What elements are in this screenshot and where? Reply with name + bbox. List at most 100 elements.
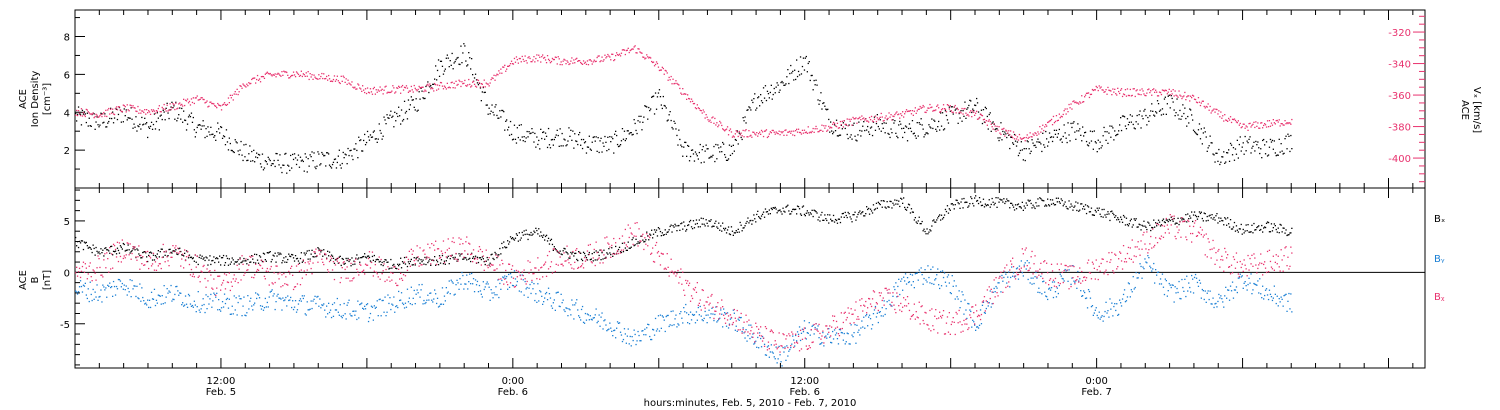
ion-density-point [249, 145, 251, 147]
ion-density-point [1248, 138, 1250, 140]
bx-point [1018, 206, 1021, 208]
ion-density-point [825, 108, 827, 110]
by-point [1111, 302, 1113, 304]
bx-point [423, 263, 425, 265]
bx-point [799, 213, 802, 215]
bx-point [737, 228, 739, 230]
by-point [820, 343, 822, 345]
by-point [146, 304, 148, 306]
density-tick-label: 8 [64, 33, 70, 44]
bx-point [165, 251, 167, 253]
bx-point [1085, 212, 1088, 215]
velocity-x-point [767, 135, 770, 138]
velocity-x-point [1221, 117, 1223, 119]
bx-point [1154, 226, 1156, 228]
velocity-x-point [830, 126, 832, 128]
bx-point [976, 199, 979, 202]
ion-density-point [384, 119, 386, 121]
velocity-x-point [638, 48, 640, 50]
ion-density-point [654, 92, 657, 94]
velocity-x-point [617, 54, 620, 56]
by-point [329, 309, 332, 311]
ion-density-point [164, 119, 166, 121]
velocity-x-point [598, 55, 600, 57]
bx-point [1204, 213, 1206, 215]
by-point [1050, 287, 1053, 289]
velocity-x-point [87, 111, 89, 113]
velocity-x-point [924, 111, 926, 113]
bx-point [111, 245, 113, 247]
bx-point [968, 205, 970, 207]
ion-density-point [1042, 132, 1044, 134]
bx-point [197, 263, 199, 266]
by-point [477, 291, 480, 293]
bx-point [716, 226, 718, 228]
ion-density-point [1069, 140, 1071, 142]
velocity-x-point [561, 64, 563, 66]
velocity-x-point [328, 78, 331, 80]
velocity-x-point [1023, 137, 1025, 139]
bx-point [125, 249, 127, 252]
bx-point [1280, 224, 1282, 226]
by-point [725, 325, 728, 327]
velocity-x-point [601, 56, 603, 58]
bx-point [757, 210, 759, 212]
by-point [498, 296, 500, 299]
bx-point [763, 216, 766, 218]
by-point [490, 289, 492, 291]
velocity-x-point [901, 114, 903, 117]
ion-density-point [345, 154, 347, 156]
bx-point [459, 255, 461, 257]
by-point [956, 296, 958, 298]
bx-point [721, 230, 723, 232]
bx-point [746, 220, 748, 223]
by-point [224, 302, 227, 305]
bx-point [536, 229, 538, 232]
velocity-x-point [1165, 89, 1167, 92]
bx-point [887, 206, 889, 208]
bx-point [293, 260, 296, 262]
ion-density-point [936, 130, 938, 132]
velocity-x-point [1035, 132, 1037, 135]
by-point [1188, 282, 1190, 284]
ion-density-point [146, 122, 148, 124]
by-point [222, 306, 225, 308]
velocity-x-point [536, 54, 538, 56]
velocity-x-point [331, 80, 334, 83]
velocity-x-point [1159, 91, 1162, 94]
bx-point [619, 251, 622, 253]
bx-point [102, 249, 104, 251]
by-point [966, 317, 968, 320]
by-point [212, 300, 214, 302]
ion-density-point [1214, 161, 1216, 163]
ion-density-point [732, 144, 734, 146]
velocity-x-point [1260, 122, 1262, 124]
velocity-x-point [585, 63, 588, 65]
velocity-x-point [1115, 93, 1117, 95]
by-point [1035, 271, 1037, 274]
velocity-x-point [819, 129, 821, 132]
velocity-x-point [805, 131, 807, 133]
velocity-x-point [1230, 121, 1233, 124]
by-point [321, 304, 323, 306]
bx-point [1021, 201, 1023, 203]
bx-point [568, 257, 570, 259]
velocity-x-point [1104, 91, 1106, 93]
velocity-x-point [126, 104, 128, 106]
velocity-x-point [203, 98, 205, 101]
density-tick-label: 6 [64, 70, 70, 81]
bx-point [281, 262, 283, 264]
ion-density-point [966, 108, 968, 110]
ion-density-point [457, 56, 459, 59]
bx-point [625, 249, 627, 251]
by-point [458, 288, 460, 290]
velocity-x-point [176, 108, 178, 110]
bx-point [567, 253, 569, 255]
bx-point [696, 222, 698, 225]
bx-point [809, 212, 811, 214]
velocity-x-point [778, 130, 780, 132]
ion-density-point [562, 145, 564, 147]
velocity-x-point [997, 129, 999, 131]
ion-density-point [816, 84, 818, 86]
velocity-x-point [1097, 89, 1099, 92]
